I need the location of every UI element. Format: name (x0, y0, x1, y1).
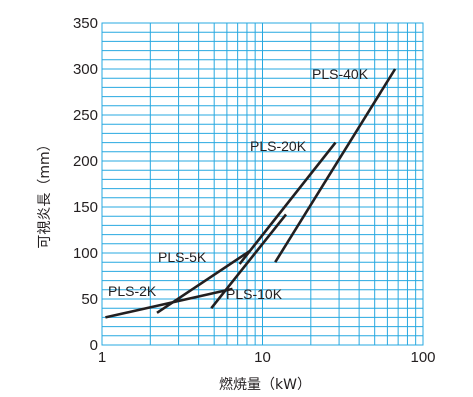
y-tick-label: 0 (90, 337, 98, 354)
x-axis-title: 燃焼量（kW） (219, 376, 311, 393)
series-line-pls-10k (210, 213, 288, 310)
y-tick-label: 50 (81, 291, 98, 308)
x-tick-label: 1 (98, 349, 106, 366)
label-pls-40k: PLS-40K (312, 66, 369, 82)
x-tick-label: 100 (410, 349, 435, 366)
y-axis-title: 可視炎長（mm） (37, 137, 53, 248)
y-tick-label: 200 (73, 153, 98, 170)
x-tick-labels: 1 10 100 (98, 349, 436, 366)
label-pls-20k: PLS-20K (250, 138, 307, 154)
grid (102, 23, 423, 345)
label-pls-2k: PLS-2K (108, 283, 157, 299)
y-tick-label: 300 (73, 61, 98, 78)
label-pls-10k: PLS-10K (226, 286, 283, 302)
plot-frame (101, 22, 424, 346)
series-line-pls-5k (156, 250, 251, 314)
y-tick-label: 100 (73, 245, 98, 262)
series-line-pls-20k (238, 141, 337, 265)
series-lines (105, 68, 397, 319)
y-tick-label: 250 (73, 107, 98, 124)
y-tick-label: 150 (73, 199, 98, 216)
x-tick-label: 10 (254, 349, 271, 366)
label-pls-5k: PLS-5K (158, 249, 207, 265)
y-tick-labels: 0 50 100 150 200 250 300 350 (73, 15, 98, 354)
series-line-pls-40k (274, 68, 397, 263)
series-line-pls-2k (105, 287, 233, 319)
y-tick-label: 350 (73, 15, 98, 32)
series-labels: PLS-2K PLS-5K PLS-10K PLS-20K PLS-40K (108, 66, 369, 302)
